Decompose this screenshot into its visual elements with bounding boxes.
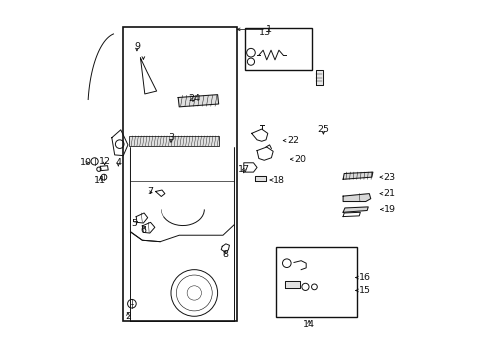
Text: 3: 3 [167, 133, 174, 142]
Text: 1: 1 [265, 25, 271, 34]
Polygon shape [343, 207, 367, 212]
Text: 13: 13 [259, 28, 271, 37]
Text: 24: 24 [188, 94, 200, 103]
Text: 4: 4 [115, 158, 121, 167]
Bar [122, 27, 236, 320]
Polygon shape [178, 95, 218, 107]
Text: 2: 2 [125, 312, 131, 321]
Text: 25: 25 [317, 125, 329, 134]
Text: 16: 16 [359, 273, 370, 282]
Text: 14: 14 [303, 320, 314, 329]
Text: 17: 17 [237, 166, 249, 175]
Text: 9: 9 [134, 42, 140, 51]
Bar [244, 28, 311, 69]
Text: 6: 6 [140, 226, 146, 235]
Polygon shape [343, 172, 372, 179]
Text: 20: 20 [293, 155, 305, 164]
Text: 18: 18 [273, 176, 285, 185]
Text: 5: 5 [131, 219, 137, 228]
Text: 10: 10 [80, 158, 92, 167]
Polygon shape [284, 281, 300, 288]
Bar [129, 136, 219, 146]
Bar [276, 247, 356, 317]
Text: 21: 21 [383, 189, 395, 198]
Text: 8: 8 [223, 250, 228, 259]
Text: 22: 22 [286, 136, 298, 145]
Polygon shape [255, 176, 265, 181]
Text: 11: 11 [94, 176, 106, 185]
Text: 12: 12 [99, 157, 110, 166]
Polygon shape [343, 194, 370, 202]
Text: 23: 23 [383, 173, 395, 182]
Text: 15: 15 [359, 286, 370, 295]
Text: 7: 7 [147, 187, 153, 196]
Polygon shape [315, 69, 322, 85]
Text: 19: 19 [383, 205, 395, 214]
